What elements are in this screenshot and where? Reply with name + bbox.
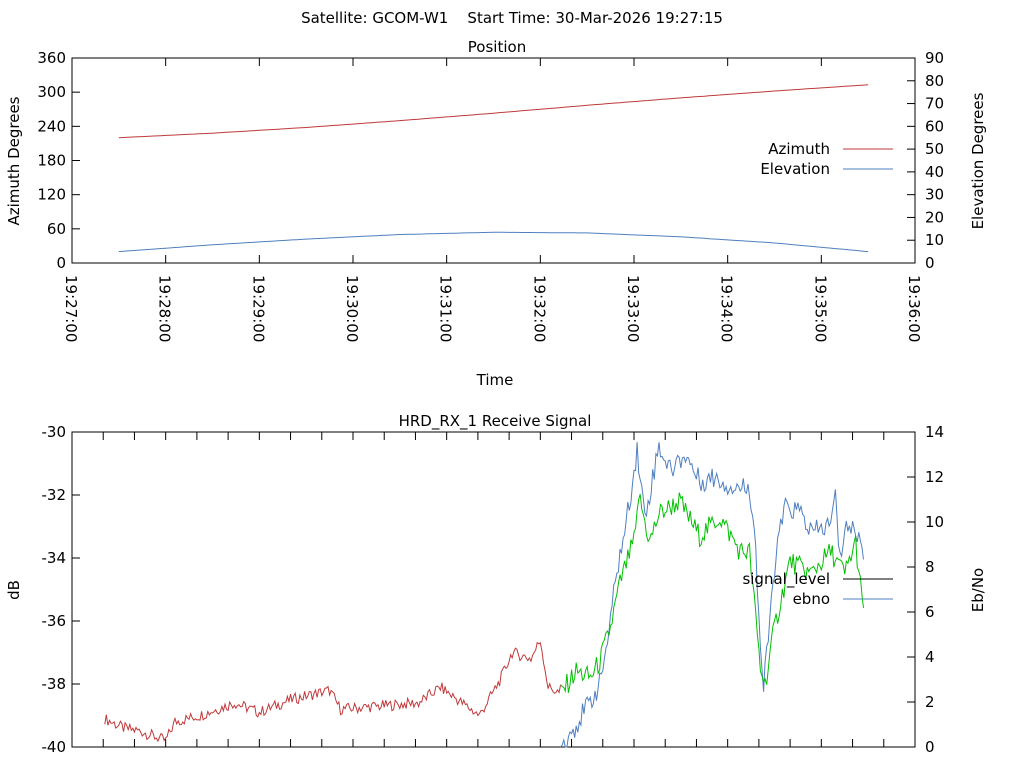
y-tick-label: -38 — [42, 675, 67, 693]
position-ylabel: Azimuth Degrees — [5, 96, 23, 225]
y2-tick-label: 14 — [925, 423, 944, 441]
x-tick-label: 19:28:00 — [156, 275, 174, 342]
y-tick-label: -40 — [42, 738, 67, 756]
legend-label: Azimuth — [768, 140, 830, 158]
series-line-elevation — [118, 231, 869, 253]
y2-tick-label: 70 — [925, 95, 944, 113]
y2-tick-label: 20 — [925, 208, 944, 226]
signal-title: HRD_RX_1 Receive Signal — [399, 412, 592, 431]
legend-label: signal_level — [742, 570, 830, 589]
position-xlabel: Time — [476, 371, 514, 389]
legend-label: ebno — [793, 590, 830, 608]
y2-tick-label: 10 — [925, 513, 944, 531]
x-tick-label: 19:32:00 — [530, 275, 548, 342]
y2-tick-label: 80 — [925, 72, 944, 90]
position-title: Position — [468, 38, 526, 56]
signal-ylabel: dB — [5, 580, 23, 600]
y2-tick-label: 0 — [925, 738, 935, 756]
main-title: Satellite: GCOM-W1 Start Time: 30-Mar-20… — [301, 9, 723, 27]
x-tick-label: 19:35:00 — [811, 275, 829, 342]
x-tick-label: 19:33:00 — [624, 275, 642, 342]
y-tick-label: -30 — [42, 423, 67, 441]
y-tick-label: 240 — [37, 117, 66, 135]
y2-tick-label: 12 — [925, 468, 944, 486]
signal-plot: -40 -38 -36 -34 -32 -30 0 2 4 6 8 10 12 14 signal_leve… — [42, 423, 945, 756]
y2-tick-label: 4 — [925, 648, 935, 666]
y2-tick-label: 0 — [925, 254, 935, 272]
y-tick-label: -36 — [42, 612, 67, 630]
y-tick-label: 120 — [37, 186, 66, 204]
y2-tick-label: 6 — [925, 603, 935, 621]
series-line-signal-level-high — [560, 492, 864, 693]
position-plot: 19:27:00 19:28:00 19:29:00 19:30:00 19:31:00… — [37, 49, 944, 342]
x-tick-label: 19:34:00 — [718, 275, 736, 342]
y2-tick-label: 50 — [925, 140, 944, 158]
y2-tick-label: 90 — [925, 49, 944, 67]
y-tick-label: 360 — [37, 49, 66, 67]
x-tick-label: 19:27:00 — [62, 275, 80, 342]
x-tick-label: 19:31:00 — [437, 275, 455, 342]
y-tick-label: 0 — [56, 254, 66, 272]
position-y2label: Elevation Degrees — [969, 92, 987, 229]
y-tick-label: 300 — [37, 83, 66, 101]
y2-tick-label: 10 — [925, 231, 944, 249]
y-tick-label: 60 — [47, 220, 66, 238]
y-tick-label: 180 — [37, 152, 66, 170]
series-line-signal-level-low — [104, 641, 562, 743]
series-line-azimuth — [118, 84, 869, 139]
y2-tick-label: 40 — [925, 163, 944, 181]
signal-y2label: Eb/No — [969, 568, 987, 612]
x-tick-label: 19:30:00 — [343, 275, 361, 342]
series-line-ebno — [560, 442, 864, 748]
x-tick-label: 19:29:00 — [249, 275, 267, 342]
y2-tick-label: 30 — [925, 186, 944, 204]
legend-label: Elevation — [760, 160, 830, 178]
y-tick-label: -32 — [42, 486, 67, 504]
plot-border — [71, 431, 916, 748]
x-tick-label: 19:36:00 — [905, 275, 923, 342]
y-tick-label: -34 — [42, 549, 67, 567]
y2-tick-label: 8 — [925, 558, 935, 576]
y2-tick-label: 2 — [925, 693, 935, 711]
y2-tick-label: 60 — [925, 117, 944, 135]
